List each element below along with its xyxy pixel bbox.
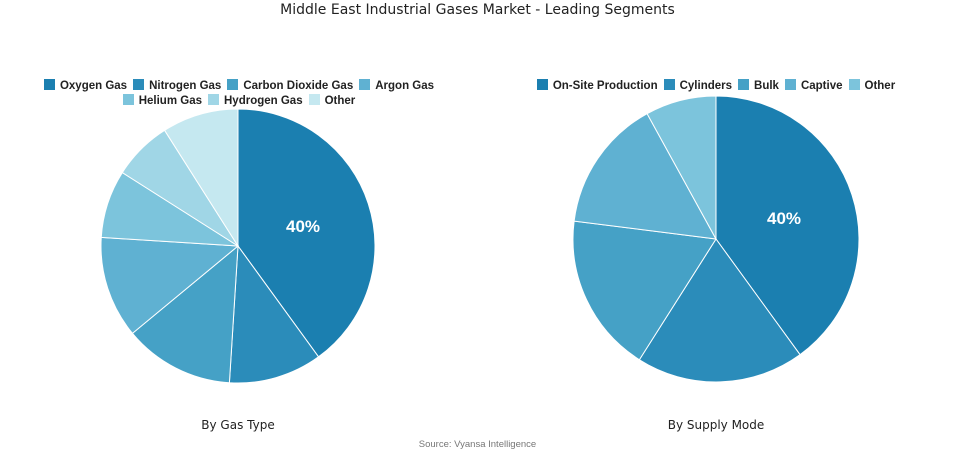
legend-label: Oxygen Gas [59,80,128,92]
subtitle-supply-mode: By Supply Mode [667,418,765,432]
subtitle-gas-type: By Gas Type [201,418,275,432]
legend-supply-mode: On-Site Production Cylinders Bulk Captive Ot… [500,79,932,94]
pie-slice-other [163,108,239,248]
data-label: 40% [286,217,320,236]
legend-swatch [784,79,796,90]
legend-swatch [738,79,750,90]
legend-label: On-Site Production [552,80,658,92]
data-label: 40% [767,209,801,228]
legend-swatch [227,79,239,90]
pie-slice-on-site-production [715,95,860,356]
legend-label: Helium Gas [138,95,202,107]
pie-slice-argon-gas [100,236,240,335]
pie-slice-bulk [572,220,717,361]
pie-slice-captive [573,113,717,240]
legend-item: Nitrogen Gas [133,79,221,94]
legend-item: Bulk [738,79,779,94]
legend-item: Helium Gas [122,94,202,109]
legend-swatch [848,79,860,90]
chart-title: Middle East Industrial Gases Market - Le… [280,2,675,18]
legend-label: Carbon Dioxide Gas [243,80,354,92]
legend-item: Other [308,94,356,109]
legend-item: On-Site Production [536,79,658,94]
legend-item: Argon Gas [359,79,434,94]
pie-slice-cylinders [638,238,801,383]
legend-swatch [536,79,548,90]
pie-slice-oxygen-gas [237,108,376,358]
legend-label: Hydrogen Gas [224,95,303,107]
legend-label: Bulk [754,80,779,92]
legend-swatch [208,94,219,105]
pie-slice-other [646,95,717,240]
legend-label: Captive [800,80,843,92]
legend-label: Cylinders [679,80,733,92]
legend-swatch [122,94,134,105]
legend-item: Cylinders [663,79,733,94]
legend-label: Argon Gas [375,80,435,92]
legend-label: Nitrogen Gas [149,80,222,92]
legend-item: Other [848,79,896,94]
legend-gas-type: Oxygen Gas Nitrogen Gas Carbon Dioxide Gas… [0,79,478,109]
legend-swatch [663,79,675,90]
legend-label: Other [324,95,356,107]
source-note: Source: Vyansa Intelligence [418,439,537,450]
legend-item: Hydrogen Gas [208,94,303,109]
legend-swatch [308,94,320,105]
legend-label: Other [864,80,896,92]
pie-slice-carbon-dioxide-gas [131,244,239,384]
legend-swatch [43,79,55,90]
pie-slice-nitrogen-gas [228,244,320,384]
legend-swatch [359,79,371,90]
legend-item: Captive [784,79,843,94]
legend-swatch [133,79,145,90]
legend-item: Oxygen Gas [43,79,128,94]
legend-item: Carbon Dioxide Gas [227,79,353,94]
